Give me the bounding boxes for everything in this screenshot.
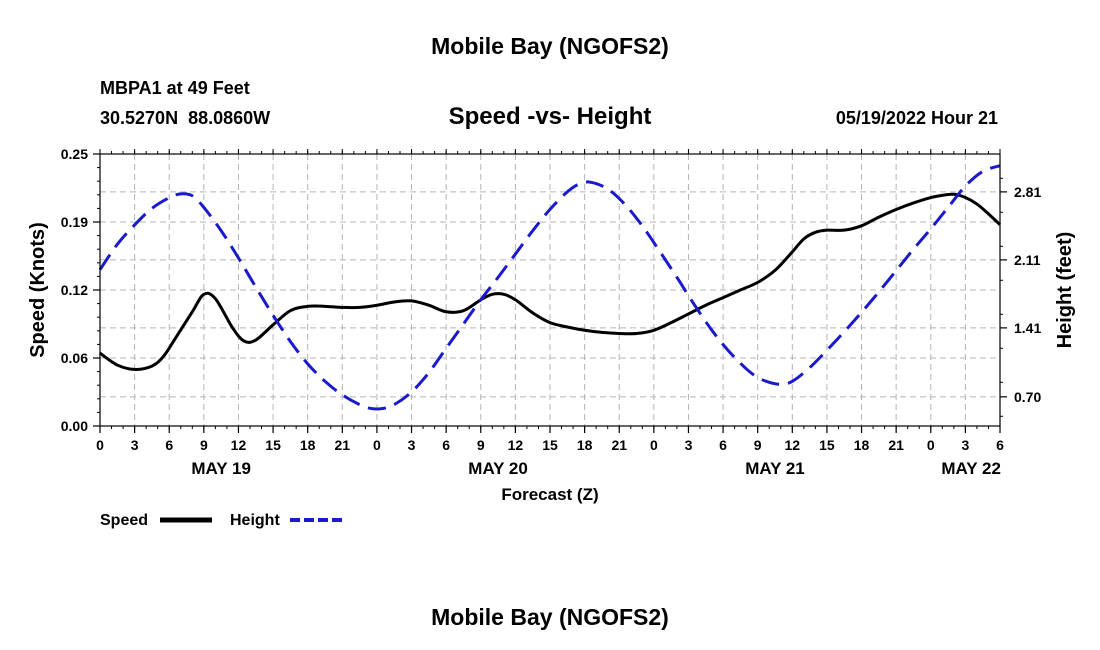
x-tick-label: 15 bbox=[819, 437, 835, 453]
legend-height-label: Height bbox=[230, 512, 280, 529]
forecast-datetime: 05/19/2022 Hour 21 bbox=[836, 108, 998, 128]
page-title: Mobile Bay (NGOFS2) bbox=[431, 33, 669, 59]
x-tick-label: 0 bbox=[927, 437, 935, 453]
station-coords: 30.5270N 88.0860W bbox=[100, 108, 270, 128]
speed-series-line bbox=[99, 192, 1002, 371]
y2-tick-label: 2.81 bbox=[1014, 184, 1041, 200]
y-tick-label: 0.06 bbox=[61, 350, 88, 366]
date-label: MAY 21 bbox=[745, 459, 805, 478]
station-name: MBPA1 at 49 Feet bbox=[100, 78, 250, 98]
x-tick-label: 21 bbox=[335, 437, 351, 453]
x-tick-label: 0 bbox=[96, 437, 104, 453]
legend: Speed Height bbox=[100, 512, 342, 529]
y-tick-label: 0.00 bbox=[61, 418, 88, 434]
date-label: MAY 22 bbox=[941, 459, 1001, 478]
axes: 0 3 6 9 12 15 18 21 0 3 6 9 12 15 18 21 0 3 6 9 12 15 18 21 0 3 6 0… bbox=[61, 146, 1042, 478]
x-tick-label: 3 bbox=[131, 437, 139, 453]
height-series-line bbox=[98, 164, 1001, 411]
x-tick-label: 9 bbox=[200, 437, 208, 453]
legend-speed-label: Speed bbox=[100, 512, 148, 529]
x-tick-label: 9 bbox=[477, 437, 485, 453]
data-series bbox=[98, 164, 1002, 411]
footer-title: Mobile Bay (NGOFS2) bbox=[431, 604, 669, 630]
x-tick-label: 9 bbox=[754, 437, 762, 453]
x-tick-label: 3 bbox=[685, 437, 693, 453]
chart-title: Speed -vs- Height bbox=[449, 103, 652, 130]
y2-tick-label: 0.70 bbox=[1014, 389, 1041, 405]
x-tick-label: 18 bbox=[854, 437, 870, 453]
y-tick-label: 0.12 bbox=[61, 282, 88, 298]
y-tick-label: 0.19 bbox=[61, 214, 88, 230]
x-tick-label: 21 bbox=[611, 437, 627, 453]
x-tick-label: 21 bbox=[888, 437, 904, 453]
x-tick-label: 0 bbox=[650, 437, 658, 453]
x-axis-label: Forecast (Z) bbox=[501, 485, 598, 504]
x-tick-label: 6 bbox=[165, 437, 173, 453]
y-axis-label-height: Height (feet) bbox=[1054, 232, 1076, 349]
y-tick-label: 0.25 bbox=[61, 146, 88, 162]
x-tick-label: 0 bbox=[373, 437, 381, 453]
x-tick-label: 6 bbox=[442, 437, 450, 453]
x-tick-label: 12 bbox=[231, 437, 247, 453]
grid-lines bbox=[100, 154, 1000, 426]
x-tick-label: 18 bbox=[300, 437, 316, 453]
x-tick-label: 18 bbox=[577, 437, 593, 453]
x-tick-label: 3 bbox=[408, 437, 416, 453]
x-tick-label: 15 bbox=[265, 437, 281, 453]
x-tick-label: 3 bbox=[961, 437, 969, 453]
date-label: MAY 19 bbox=[191, 459, 251, 478]
y2-tick-label: 1.41 bbox=[1014, 320, 1041, 336]
y-axis-label-speed: Speed (Knots) bbox=[27, 222, 49, 358]
y2-tick-label: 2.11 bbox=[1014, 252, 1041, 268]
date-label: MAY 20 bbox=[468, 459, 528, 478]
x-tick-label: 12 bbox=[508, 437, 524, 453]
x-tick-label: 6 bbox=[996, 437, 1004, 453]
x-tick-label: 15 bbox=[542, 437, 558, 453]
x-tick-label: 12 bbox=[785, 437, 801, 453]
x-tick-label: 6 bbox=[719, 437, 727, 453]
